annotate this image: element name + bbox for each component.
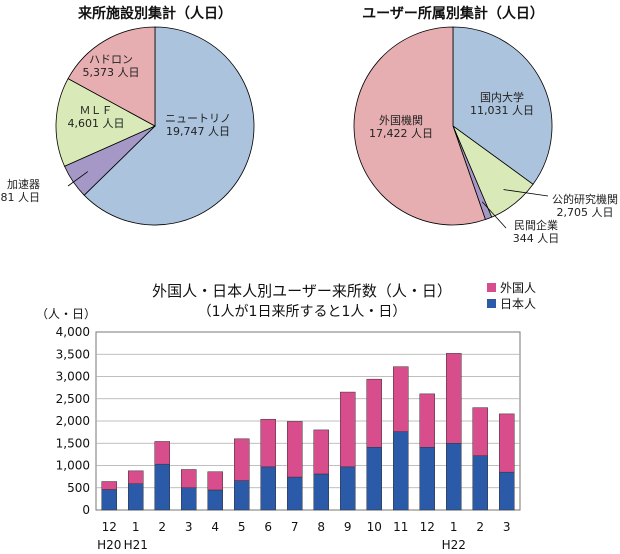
legend-label-foreign: 外国人 (500, 281, 536, 295)
pie-leader-line (67, 171, 89, 187)
x-tick-label: 6 (264, 520, 272, 534)
bar-japanese (181, 487, 197, 511)
bar-foreign (181, 469, 197, 488)
x-tick-label: 9 (344, 520, 352, 534)
x-year-label: H21 (124, 538, 148, 552)
pie-slice-value: 5,373 人日 (83, 66, 140, 79)
pie-slice-label: 外国機関 (379, 113, 423, 127)
x-tick-label: 12 (420, 520, 435, 534)
bar-japanese (472, 455, 488, 511)
bar-chart-title: 外国人・日本人別ユーザー来所数（人・日） (152, 282, 452, 300)
bar-grid: 0 500 1,000 1,500 2,000 2,500 3,000 3,500 4,000 (56, 325, 521, 517)
y-tick-label: 2,000 (56, 414, 90, 428)
pie-facility-title: 来所施設別集計（人日） (77, 5, 232, 22)
x-year-label: H22 (442, 538, 466, 552)
legend: 外国人 日本人 (487, 281, 536, 311)
legend-label-japanese: 日本人 (500, 297, 536, 311)
bar-japanese (207, 489, 223, 511)
bar-foreign (472, 407, 488, 456)
bar-foreign (393, 366, 409, 432)
bar-japanese (499, 471, 515, 511)
pie-slice (67, 26, 156, 127)
bar-japanese (234, 480, 250, 511)
y-tick-label: 2,500 (56, 392, 90, 406)
y-tick-label: 3,500 (56, 347, 90, 361)
x-tick-label: 8 (317, 520, 325, 534)
x-tick-label: 1 (132, 520, 140, 534)
x-tick-label: 2 (158, 520, 166, 534)
pie-slice-value: 2,705 人日 (557, 206, 614, 219)
bar-foreign (366, 378, 382, 448)
y-tick-label: 1,500 (56, 436, 90, 450)
x-tick-label: 7 (291, 520, 299, 534)
bar-foreign (340, 391, 356, 468)
y-tick-label: 500 (67, 481, 90, 495)
y-tick-label: 4,000 (56, 325, 90, 339)
bar-foreign (287, 421, 303, 478)
bar-foreign (101, 481, 117, 490)
x-tick-label: 5 (238, 520, 246, 534)
pie-slice (452, 26, 553, 185)
pie-slice-label: 民間企業 (514, 218, 558, 232)
bar-japanese (446, 443, 462, 511)
x-tick-label: 3 (185, 520, 193, 534)
bar-japanese (313, 473, 329, 511)
x-tick-label: 2 (476, 520, 484, 534)
bar-japanese (287, 476, 303, 511)
pie-slice-label: ＭＬＦ (80, 104, 113, 117)
pie-leader-line (503, 189, 549, 197)
pie-slice-label: 公的研究機関 (552, 192, 618, 206)
x-tick-label: 1 (450, 520, 458, 534)
pie-slice-label: ニュートリノ (165, 112, 231, 125)
bar-foreign (313, 429, 329, 475)
pie-affiliation-title: ユーザー所属別集計（人日） (362, 5, 544, 22)
x-tick-label: 11 (393, 520, 408, 534)
bar-foreign (260, 418, 276, 468)
x-tick-label: 3 (503, 520, 511, 534)
bar-foreign (234, 438, 250, 481)
legend-swatch-japanese (487, 299, 496, 308)
bar-chart-ylabel: （人・日） (36, 307, 96, 321)
x-year-label: H20 (97, 538, 121, 552)
legend-swatch-foreign (487, 283, 496, 292)
pie-slice-value: 11,031 人日 (470, 104, 534, 117)
bar-japanese (101, 489, 117, 511)
bar-chart-subtitle: （1人が1日来所すると1人・日） (198, 304, 407, 320)
pie-slice-value: 4,601 人日 (68, 117, 125, 130)
bar-foreign (419, 393, 435, 448)
x-tick-label: 4 (211, 520, 219, 534)
pie-slice (353, 26, 486, 226)
bar-japanese (154, 463, 170, 511)
bar-japanese (366, 447, 382, 511)
bar-foreign (154, 441, 170, 465)
pie-slice-label: ハドロン (89, 53, 133, 66)
y-tick-label: 1,000 (56, 459, 90, 473)
pie-slice-value: 344 人日 (513, 232, 560, 245)
x-tick-label: 10 (367, 520, 382, 534)
bar-japanese (128, 483, 144, 511)
bar-foreign (128, 470, 144, 484)
bar-foreign (499, 413, 515, 473)
bar-foreign (207, 471, 223, 491)
pie-slice-label: 国内大学 (480, 90, 524, 104)
pie-slice-value: 19,747 人日 (166, 125, 230, 138)
y-tick-label: 0 (82, 503, 90, 517)
x-tick-label: 12 (102, 520, 117, 534)
pie-slice-label: 加速器 (7, 178, 40, 191)
bar-japanese (260, 466, 276, 511)
pie-slice-value: 1,781 人日 (0, 191, 40, 204)
bar-japanese (340, 466, 356, 511)
bar-japanese (419, 447, 435, 511)
y-tick-label: 3,000 (56, 370, 90, 384)
bar-foreign (446, 353, 462, 444)
pie-slice (55, 78, 156, 167)
pie-leader-line (481, 201, 507, 229)
pie-slice-value: 17,422 人日 (369, 127, 433, 140)
pie-slice (83, 26, 255, 226)
bar-japanese (393, 431, 409, 511)
